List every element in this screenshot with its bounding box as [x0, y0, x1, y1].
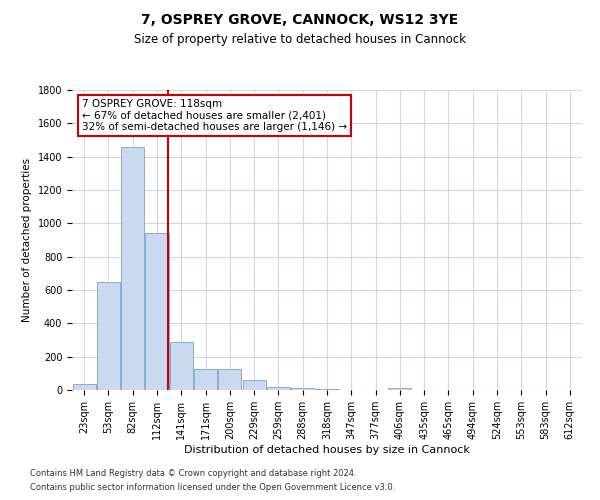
Bar [97, 282, 120, 390]
Text: Size of property relative to detached houses in Cannock: Size of property relative to detached ho… [134, 32, 466, 46]
Text: Contains public sector information licensed under the Open Government Licence v3: Contains public sector information licen… [30, 484, 395, 492]
Text: 7 OSPREY GROVE: 118sqm
← 67% of detached houses are smaller (2,401)
32% of semi-: 7 OSPREY GROVE: 118sqm ← 67% of detached… [82, 99, 347, 132]
Bar [316, 389, 338, 390]
Bar [121, 146, 144, 390]
Text: Contains HM Land Registry data © Crown copyright and database right 2024.: Contains HM Land Registry data © Crown c… [30, 468, 356, 477]
Text: 7, OSPREY GROVE, CANNOCK, WS12 3YE: 7, OSPREY GROVE, CANNOCK, WS12 3YE [142, 12, 458, 26]
Bar [242, 380, 266, 390]
Bar [388, 388, 412, 390]
Bar [194, 369, 217, 390]
Bar [267, 386, 290, 390]
Bar [145, 234, 169, 390]
Bar [218, 369, 241, 390]
X-axis label: Distribution of detached houses by size in Cannock: Distribution of detached houses by size … [184, 444, 470, 454]
Bar [291, 388, 314, 390]
Bar [73, 384, 95, 390]
Y-axis label: Number of detached properties: Number of detached properties [22, 158, 32, 322]
Bar [170, 342, 193, 390]
